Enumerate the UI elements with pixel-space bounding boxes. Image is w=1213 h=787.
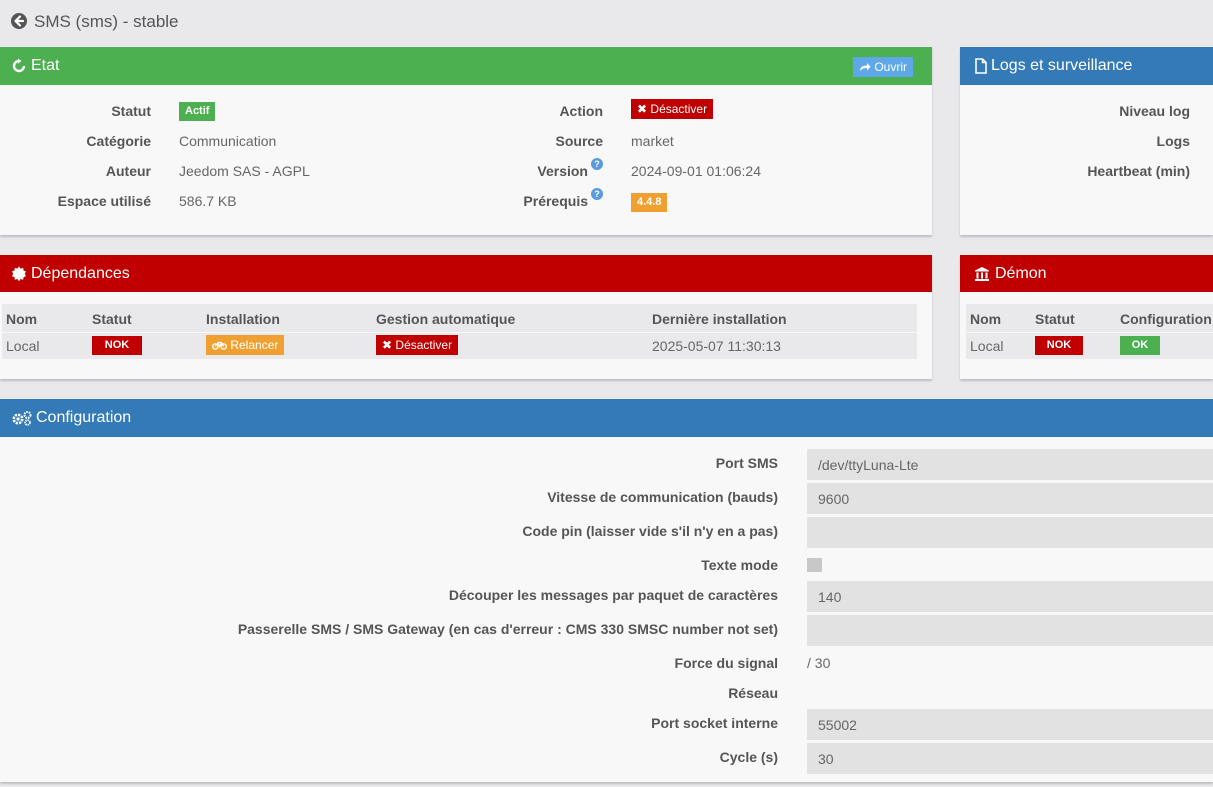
page-title: SMS (sms) - stable <box>34 12 179 31</box>
texte-mode-checkbox[interactable] <box>807 558 822 572</box>
categorie-value: Communication <box>179 133 277 149</box>
espace-value: 586.7 KB <box>179 193 237 209</box>
dependances-table-header: Nom Statut Installation Gestion automati… <box>2 304 917 332</box>
close-icon: ✖ <box>637 102 648 116</box>
configuration-title: Configuration <box>36 409 132 426</box>
col-nom: Nom <box>6 311 38 327</box>
version-help-icon[interactable]: ? <box>591 158 603 170</box>
pin-input[interactable] <box>807 517 1213 548</box>
source-value: market <box>631 133 674 149</box>
cogs-icon <box>12 411 32 426</box>
desactiver-label: Désactiver <box>650 102 708 116</box>
dependances-header: Dépendances <box>0 255 932 292</box>
socket-input[interactable] <box>807 709 1213 740</box>
logs-header: Logs et surveillance <box>960 47 1213 85</box>
demon-col-statut: Statut <box>1035 311 1075 327</box>
passerelle-input[interactable] <box>807 615 1213 646</box>
pin-label: Code pin (laisser vide s'il n'y en a pas… <box>522 523 778 539</box>
passerelle-label: Passerelle SMS / SMS Gateway (en cas d'e… <box>237 621 778 637</box>
etat-header: Etat Ouvrir <box>0 47 932 85</box>
demon-header: Démon <box>960 255 1213 292</box>
configuration-header: Configuration <box>0 399 1213 437</box>
prerequis-label: Prérequis <box>523 193 588 209</box>
col-statut: Statut <box>92 311 132 327</box>
cycle-label: Cycle (s) <box>719 749 778 765</box>
prerequis-help-icon[interactable]: ? <box>591 188 603 200</box>
open-button[interactable]: Ouvrir <box>853 57 914 77</box>
socket-label: Port socket interne <box>651 715 778 731</box>
version-value: 2024-09-01 01:06:24 <box>631 163 761 179</box>
demon-config-badge: OK <box>1120 336 1160 355</box>
cycle-input[interactable] <box>807 743 1213 774</box>
demon-table-header: Nom Statut Configuration <box>966 304 1213 332</box>
file-icon <box>975 58 987 74</box>
table-row: Local NOK OK <box>966 333 1213 359</box>
demon-col-nom: Nom <box>970 311 1002 327</box>
top-bar: SMS (sms) - stable <box>0 0 1213 45</box>
demon-panel: Démon Nom Statut Configuration Local NOK… <box>960 255 1213 379</box>
prerequis-badge: 4.4.8 <box>631 193 668 212</box>
categorie-label: Catégorie <box>86 133 151 149</box>
vitesse-input[interactable] <box>807 483 1213 514</box>
texte-mode-label: Texte mode <box>701 557 778 573</box>
logs-label: Logs <box>1156 133 1190 149</box>
row-statut-badge: NOK <box>92 336 142 355</box>
niveau-log-label: Niveau log <box>1119 103 1190 119</box>
etat-panel: Etat Ouvrir Statut Actif Catégorie Commu… <box>0 47 932 235</box>
espace-label: Espace utilisé <box>57 193 151 209</box>
col-gestion: Gestion automatique <box>376 311 516 327</box>
col-derniere: Dernière installation <box>652 311 787 327</box>
dependances-panel: Dépendances Nom Statut Installation Gest… <box>0 255 932 379</box>
row-nom: Local <box>6 338 40 354</box>
configuration-panel: Configuration Port SMS Vitesse de commun… <box>0 399 1213 782</box>
demon-col-configuration: Configuration <box>1120 311 1212 327</box>
source-label: Source <box>555 133 603 149</box>
auteur-label: Auteur <box>105 163 151 179</box>
logs-panel: Logs et surveillance Niveau log Logs Hea… <box>960 47 1213 235</box>
force-signal-label: Force du signal <box>674 655 778 671</box>
vitesse-label: Vitesse de communication (bauds) <box>547 489 778 505</box>
arrow-circle-left-icon[interactable] <box>10 12 28 30</box>
share-icon <box>860 63 871 71</box>
refresh-icon <box>12 58 26 73</box>
university-icon <box>975 267 989 281</box>
auteur-value: Jeedom SAS - AGPL <box>179 163 310 179</box>
decouper-input[interactable] <box>807 581 1213 612</box>
certificate-icon <box>12 266 26 282</box>
version-label: Version <box>537 163 588 179</box>
bicycle-icon <box>212 341 228 350</box>
desactiver-plugin-button[interactable]: ✖ Désactiver <box>631 99 714 119</box>
relancer-label: Relancer <box>230 338 279 352</box>
col-installation: Installation <box>206 311 280 327</box>
close-icon: ✖ <box>382 338 393 352</box>
port-sms-input[interactable] <box>807 449 1213 480</box>
gestion-desactiver-button[interactable]: ✖ Désactiver <box>376 335 459 355</box>
demon-row-nom: Local <box>970 338 1004 354</box>
gestion-desactiver-label: Désactiver <box>395 338 453 352</box>
decouper-label: Découper les messages par paquet de cara… <box>448 587 778 603</box>
force-signal-value: / 30 <box>807 655 831 671</box>
statut-label: Statut <box>111 103 151 119</box>
table-row: Local NOK Relancer ✖ Désactiver 2025-05-… <box>2 333 917 359</box>
dependances-title: Dépendances <box>31 265 130 282</box>
reseau-label: Réseau <box>728 685 778 701</box>
open-label: Ouvrir <box>874 60 908 74</box>
heartbeat-label: Heartbeat (min) <box>1087 163 1190 179</box>
logs-title: Logs et surveillance <box>991 57 1133 74</box>
demon-title: Démon <box>995 265 1047 282</box>
statut-badge: Actif <box>179 102 216 121</box>
etat-title: Etat <box>31 57 60 74</box>
port-sms-label: Port SMS <box>715 455 778 471</box>
row-derniere: 2025-05-07 11:30:13 <box>652 338 781 354</box>
relancer-button[interactable]: Relancer <box>206 335 285 355</box>
action-label: Action <box>559 103 603 119</box>
demon-statut-badge: NOK <box>1035 336 1083 355</box>
